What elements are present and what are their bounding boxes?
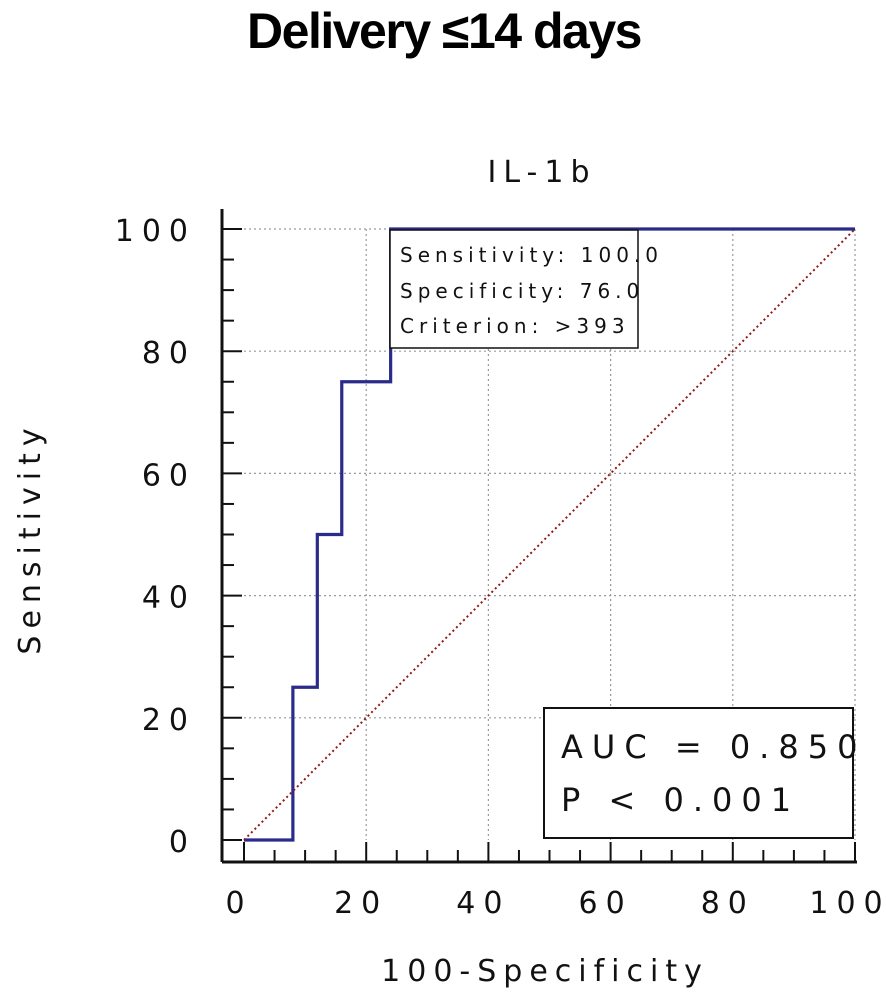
auc-value: AUC = 0.850 bbox=[561, 728, 866, 766]
axes bbox=[220, 209, 857, 864]
reference-diagonal-line bbox=[243, 228, 856, 841]
chart-title: IL-1b bbox=[488, 155, 597, 190]
x-tick-label-100: 100 bbox=[809, 886, 886, 921]
x-tick-label-60: 60 bbox=[579, 886, 633, 921]
y-tick-label-40: 40 bbox=[142, 581, 196, 616]
p-value: P < 0.001 bbox=[561, 781, 800, 819]
tick-labels: 0 20 40 60 80 100 0 20 40 60 80 100 bbox=[115, 214, 886, 921]
y-tick-label-60: 60 bbox=[142, 458, 196, 493]
x-tick-label-80: 80 bbox=[701, 886, 755, 921]
criterion-box: Sensitivity: 100.0 Specificity: 76.0 Cri… bbox=[389, 229, 663, 349]
criterion-line-1: Sensitivity: 100.0 bbox=[400, 243, 663, 267]
criterion-line-3: Criterion: >393 bbox=[400, 314, 630, 338]
y-tick-label-100: 100 bbox=[115, 214, 196, 249]
x-tick-label-40: 40 bbox=[456, 886, 510, 921]
auc-box: AUC = 0.850 P < 0.001 bbox=[543, 707, 866, 839]
y-tick-label-80: 80 bbox=[142, 336, 196, 371]
y-axis-label: Sensitivity bbox=[13, 421, 48, 654]
x-axis-label: 100-Specificity bbox=[381, 954, 709, 989]
y-tick-label-20: 20 bbox=[142, 703, 196, 738]
x-tick-label-20: 20 bbox=[334, 886, 388, 921]
criterion-line-2: Specificity: 76.0 bbox=[400, 279, 644, 303]
figure-title: Delivery ≤14 days bbox=[247, 3, 642, 59]
y-tick-label-0: 0 bbox=[169, 825, 196, 860]
x-tick-label-0: 0 bbox=[225, 886, 252, 921]
